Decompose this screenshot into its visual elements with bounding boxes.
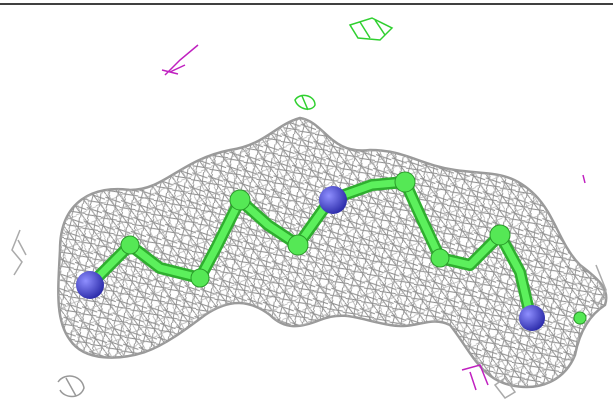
- stray-density: [11, 17, 607, 399]
- nitrogen-atoms: [76, 186, 545, 331]
- electron-density-mesh-inner: [58, 118, 607, 387]
- carbon-atoms: [120, 171, 587, 325]
